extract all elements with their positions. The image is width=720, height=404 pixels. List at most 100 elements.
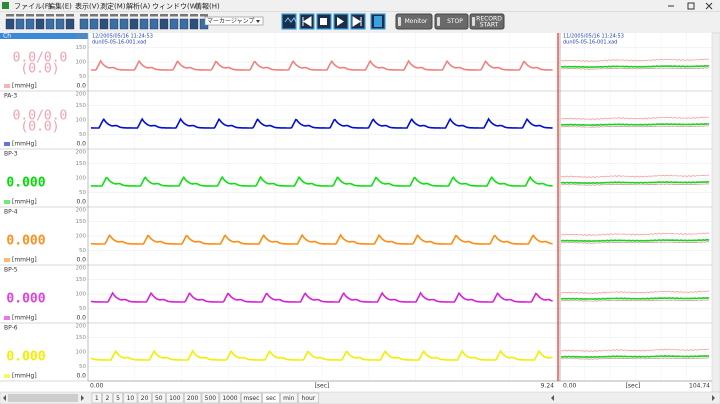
tool-icon[interactable] (189, 18, 199, 30)
tool-icon[interactable] (119, 18, 129, 30)
tool-icon[interactable] (79, 18, 89, 30)
button-led (472, 17, 475, 26)
zoom-button[interactable] (151, 392, 166, 404)
zoom-button[interactable] (240, 392, 262, 404)
menu-item[interactable]: 表示(V) (75, 2, 100, 11)
tool-icon[interactable] (35, 18, 45, 30)
tool-icon[interactable] (109, 18, 119, 30)
zoom-button[interactable] (280, 392, 298, 404)
scroll-thumb[interactable] (8, 394, 78, 402)
tool-icon[interactable] (139, 18, 149, 30)
zoom-label[interactable]: 200 (187, 395, 199, 402)
dropdown[interactable] (204, 16, 264, 26)
tool-icon[interactable] (159, 18, 169, 30)
dropdown-label: マーカージャンプ (207, 18, 254, 25)
waveform (90, 291, 553, 303)
scale-bottom: 0.0 (76, 141, 86, 148)
tool-icon[interactable] (55, 18, 65, 30)
dropdown-arrow (256, 20, 260, 23)
channel-value: 0.000 (6, 350, 45, 365)
zoom-label[interactable]: 500 (205, 395, 217, 402)
tool-icon[interactable] (5, 18, 15, 30)
zoom-button[interactable] (102, 392, 113, 404)
zoom-label[interactable]: msec (243, 395, 259, 402)
unit-label: [mmHg] (12, 83, 37, 90)
menu-item[interactable]: 情報(H) (195, 2, 220, 11)
waveform (91, 117, 553, 129)
zoom-button[interactable] (112, 392, 124, 404)
control-button[interactable] (395, 13, 433, 30)
menu-item[interactable]: 測定(M) (100, 2, 126, 11)
button-label: Monitor (405, 18, 428, 25)
trend-max (560, 290, 710, 294)
tool-icon-label (100, 14, 108, 17)
tool-icon[interactable] (179, 18, 189, 30)
tool-icon[interactable] (149, 18, 159, 30)
scale-bottom: 0.0 (76, 315, 86, 322)
zoom-button[interactable] (297, 392, 319, 404)
icon (352, 16, 362, 27)
waveform (90, 233, 553, 245)
tool-icon-label (190, 14, 198, 17)
channel-swatch (4, 258, 10, 262)
tool-icon-label (110, 14, 118, 17)
zoom-label[interactable]: 1 (95, 395, 99, 402)
scale-label: 100 (76, 350, 87, 356)
menu-item[interactable]: 編集(E) (48, 2, 72, 11)
zoom-label[interactable]: 10 (127, 395, 135, 402)
file-info: dun05-05-16-001.xad (92, 40, 146, 46)
channel-swatch (4, 316, 10, 320)
zoom-label[interactable]: sec (266, 395, 276, 402)
tool-icon[interactable] (15, 18, 25, 30)
tool-icon[interactable] (129, 18, 139, 30)
zoom-label[interactable]: 1000 (222, 395, 237, 402)
tool-icon[interactable] (65, 18, 75, 30)
zoom-button[interactable] (123, 392, 138, 404)
zoom-label[interactable]: 100 (169, 395, 181, 402)
channel-name: BP-3 (4, 151, 18, 158)
zoom-button[interactable] (183, 392, 202, 404)
tool-icon[interactable] (169, 18, 179, 30)
header-row (0, 33, 88, 39)
zoom-label[interactable]: 2 (105, 395, 109, 402)
axis-unit: [sec] (315, 383, 330, 390)
menu-item[interactable]: ファイル(F) (14, 3, 52, 11)
scale-top: 200 (76, 324, 87, 330)
file-info: dun05-05-16-001.xad (563, 40, 617, 46)
menu-item[interactable]: ウィンドウ(W) (152, 3, 200, 11)
scale-top: 200 (76, 208, 87, 214)
icon (320, 18, 327, 25)
zoom-label[interactable]: 50 (155, 395, 163, 402)
zoom-button[interactable] (201, 392, 220, 404)
playback-button[interactable] (281, 13, 297, 30)
zoom-button[interactable] (91, 392, 102, 404)
scrollbar-v[interactable] (711, 32, 720, 393)
tool-icon[interactable] (45, 18, 55, 30)
menu-item[interactable]: 解析(A) (126, 2, 151, 11)
tool-icon[interactable] (99, 18, 109, 30)
tool-icon[interactable] (25, 18, 35, 30)
tool-icon-label (150, 14, 158, 17)
zoom-button[interactable] (137, 392, 152, 404)
tool-icon[interactable] (89, 18, 99, 30)
icon (374, 16, 382, 27)
control-button[interactable] (469, 13, 505, 30)
tool-icon-label (170, 14, 178, 17)
channel-subvalue: (0.0) (20, 120, 59, 135)
scale-label: 100 (76, 60, 87, 66)
zoom-label[interactable]: 5 (116, 395, 120, 402)
zoom-button[interactable] (166, 392, 184, 404)
trend-max (560, 116, 710, 120)
zoom-label[interactable]: min (283, 395, 295, 402)
zoom-button[interactable] (219, 392, 241, 404)
scale-label: 150 (76, 219, 87, 225)
tool-icon-label (66, 14, 74, 17)
tool-icon-label (120, 14, 128, 17)
channel-value: 0.000 (6, 292, 45, 307)
window-controls[interactable] (668, 2, 713, 10)
control-button[interactable] (434, 13, 469, 30)
tool-icon-label (180, 14, 188, 17)
zoom-label[interactable]: hour (302, 395, 316, 402)
zoom-button[interactable] (262, 392, 280, 404)
zoom-label[interactable]: 20 (141, 395, 149, 402)
